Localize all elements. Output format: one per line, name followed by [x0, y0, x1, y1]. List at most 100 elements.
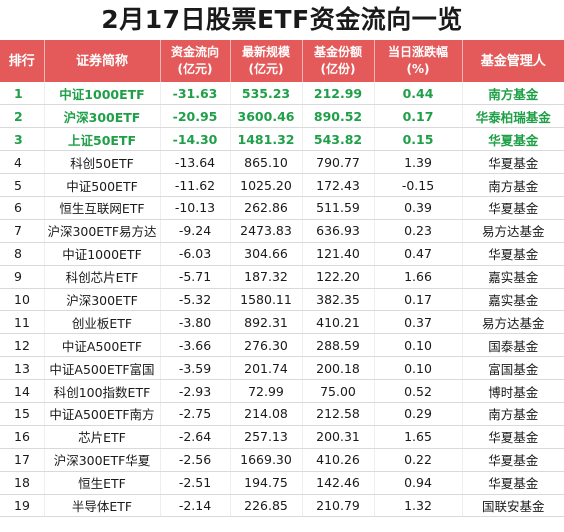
change-cell: 1.32 — [374, 494, 463, 518]
flow-cell: -11.62 — [160, 173, 231, 197]
scale-cell: 2473.83 — [230, 219, 303, 243]
manager-cell: 华泰柏瑞基金 — [462, 104, 564, 129]
flow-cell: -2.93 — [160, 379, 231, 403]
shares-cell: 75.00 — [302, 379, 375, 403]
scale-cell: 1481.32 — [230, 127, 303, 152]
change-cell: 0.37 — [374, 310, 463, 335]
rank-cell: 8 — [0, 242, 45, 266]
manager-cell: 南方基金 — [462, 173, 564, 197]
name-cell: 中证A500ETF — [44, 333, 161, 358]
flow-cell: -3.59 — [160, 356, 231, 381]
flow-cell: -2.51 — [160, 471, 231, 495]
shares-cell: 382.35 — [302, 288, 375, 312]
col-header-rank: 排行 — [0, 40, 45, 82]
table-row: 7 沪深300ETF易方达 -9.24 2473.83 636.93 0.23 … — [0, 219, 564, 243]
col-header-scale-label: 最新规模 — [241, 45, 290, 59]
rank-cell: 12 — [0, 333, 45, 358]
table-row: 8 中证1000ETF -6.03 304.66 121.40 0.47 华夏基… — [0, 242, 564, 266]
scale-cell: 187.32 — [230, 265, 303, 289]
etf-flow-table: 排行 证券简称 资金流向 (亿元) 最新规模 (亿元) 基金份额 (亿份) 当日涨跌幅… — [0, 40, 564, 518]
shares-cell: 142.46 — [302, 471, 375, 495]
col-header-name: 证券简称 — [44, 40, 161, 82]
change-cell: -0.15 — [374, 173, 463, 197]
rank-cell: 9 — [0, 265, 45, 289]
scale-cell: 201.74 — [230, 356, 303, 381]
name-cell: 沪深300ETF — [44, 288, 161, 312]
scale-cell: 72.99 — [230, 379, 303, 403]
flow-cell: -2.14 — [160, 494, 231, 518]
col-header-shares-label: 基金份额 — [313, 45, 362, 59]
rank-cell: 14 — [0, 379, 45, 403]
table-row: 9 科创芯片ETF -5.71 187.32 122.20 1.66 嘉实基金 — [0, 265, 564, 289]
shares-cell: 636.93 — [302, 219, 375, 243]
shares-cell: 288.59 — [302, 333, 375, 358]
col-header-change-unit: (%) — [406, 62, 430, 76]
shares-cell: 200.18 — [302, 356, 375, 381]
rank-cell: 3 — [0, 127, 45, 152]
scale-cell: 276.30 — [230, 333, 303, 358]
flow-cell: -3.80 — [160, 310, 231, 335]
name-cell: 科创50ETF — [44, 150, 161, 175]
name-cell: 中证1000ETF — [44, 82, 161, 106]
shares-cell: 121.40 — [302, 242, 375, 266]
scale-cell: 262.86 — [230, 196, 303, 220]
change-cell: 0.15 — [374, 127, 463, 152]
rank-cell: 15 — [0, 402, 45, 426]
change-cell: 0.94 — [374, 471, 463, 495]
name-cell: 沪深300ETF华夏 — [44, 448, 161, 472]
table-row: 18 恒生ETF -2.51 194.75 142.46 0.94 华夏基金 — [0, 471, 564, 495]
flow-cell: -9.24 — [160, 219, 231, 243]
flow-cell: -2.75 — [160, 402, 231, 426]
scale-cell: 1025.20 — [230, 173, 303, 197]
name-cell: 沪深300ETF — [44, 104, 161, 129]
manager-cell: 国联安基金 — [462, 494, 564, 518]
manager-cell: 华夏基金 — [462, 471, 564, 495]
manager-cell: 南方基金 — [462, 402, 564, 426]
change-cell: 1.66 — [374, 265, 463, 289]
table-row: 19 半导体ETF -2.14 226.85 210.79 1.32 国联安基金 — [0, 494, 564, 518]
col-header-flow-label: 资金流向 — [170, 45, 219, 59]
manager-cell: 华夏基金 — [462, 196, 564, 220]
manager-cell: 华夏基金 — [462, 425, 564, 449]
manager-cell: 华夏基金 — [462, 448, 564, 472]
name-cell: 半导体ETF — [44, 494, 161, 518]
flow-cell: -20.95 — [160, 104, 231, 129]
table-row: 16 芯片ETF -2.64 257.13 200.31 1.65 华夏基金 — [0, 425, 564, 449]
col-header-change: 当日涨跌幅 (%) — [374, 40, 463, 82]
name-cell: 中证1000ETF — [44, 242, 161, 266]
col-header-shares: 基金份额 (亿份) — [302, 40, 375, 82]
rank-cell: 7 — [0, 219, 45, 243]
shares-cell: 410.26 — [302, 448, 375, 472]
table-row: 17 沪深300ETF华夏 -2.56 1669.30 410.26 0.22 … — [0, 448, 564, 472]
name-cell: 恒生互联网ETF — [44, 196, 161, 220]
scale-cell: 257.13 — [230, 425, 303, 449]
manager-cell: 华夏基金 — [462, 127, 564, 152]
rank-cell: 6 — [0, 196, 45, 220]
scale-cell: 892.31 — [230, 310, 303, 335]
shares-cell: 511.59 — [302, 196, 375, 220]
flow-cell: -5.71 — [160, 265, 231, 289]
flow-cell: -31.63 — [160, 82, 231, 106]
table-row: 2 沪深300ETF -20.95 3600.46 890.52 0.17 华泰… — [0, 104, 564, 129]
col-header-scale: 最新规模 (亿元) — [230, 40, 303, 82]
manager-cell: 华夏基金 — [462, 242, 564, 266]
table-row: 14 科创100指数ETF -2.93 72.99 75.00 0.52 博时基… — [0, 379, 564, 403]
table-row: 11 创业板ETF -3.80 892.31 410.21 0.37 易方达基金 — [0, 310, 564, 335]
shares-cell: 122.20 — [302, 265, 375, 289]
col-header-flow-unit: (亿元) — [177, 62, 213, 76]
col-header-scale-unit: (亿元) — [248, 62, 284, 76]
rank-cell: 10 — [0, 288, 45, 312]
rank-cell: 19 — [0, 494, 45, 518]
col-header-manager-label: 基金管理人 — [480, 53, 546, 69]
name-cell: 上证50ETF — [44, 127, 161, 152]
scale-cell: 1580.11 — [230, 288, 303, 312]
table-row: 4 科创50ETF -13.64 865.10 790.77 1.39 华夏基金 — [0, 150, 564, 175]
name-cell: 科创100指数ETF — [44, 379, 161, 403]
change-cell: 0.17 — [374, 104, 463, 129]
manager-cell: 嘉实基金 — [462, 288, 564, 312]
flow-cell: -13.64 — [160, 150, 231, 175]
scale-cell: 535.23 — [230, 82, 303, 106]
shares-cell: 212.58 — [302, 402, 375, 426]
col-header-change-label: 当日涨跌幅 — [387, 45, 448, 59]
rank-cell: 2 — [0, 104, 45, 129]
